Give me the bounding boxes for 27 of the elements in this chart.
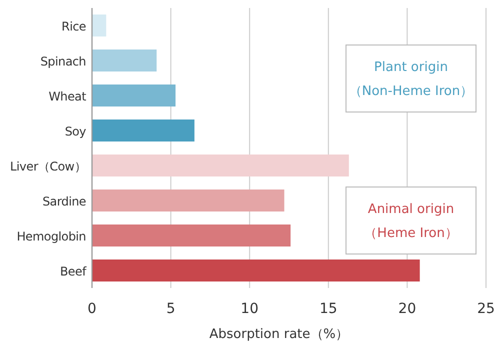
y-tick-label: Liver（Cow） <box>10 160 86 174</box>
bar <box>92 120 194 142</box>
x-tick-label: 10 <box>240 301 259 317</box>
bar <box>92 224 291 246</box>
y-tick-label: Hemoglobin <box>16 230 86 244</box>
annotation: Animal origin <box>368 202 454 217</box>
y-tick-label: Sardine <box>42 194 86 208</box>
y-tick-label: Rice <box>62 20 86 34</box>
x-tick-label: 5 <box>166 301 176 317</box>
bar <box>92 14 106 36</box>
y-tick-label: Wheat <box>48 90 87 104</box>
x-tick-label: 15 <box>319 301 338 317</box>
x-tick-label: 0 <box>88 301 96 317</box>
x-tick-label: 20 <box>398 301 416 317</box>
bar <box>92 260 420 282</box>
bar <box>92 84 176 106</box>
y-tick-label: Beef <box>60 264 88 278</box>
annotation: （Heme Iron） <box>364 226 458 241</box>
x-axis-title: Absorption rate（%） <box>209 327 349 342</box>
annotation: （Non-Heme Iron） <box>348 84 474 99</box>
y-tick-label: Spinach <box>40 54 86 68</box>
annotation: Plant origin <box>374 60 448 75</box>
bar <box>92 154 349 176</box>
x-tick-label: 25 <box>477 301 495 317</box>
y-tick-label: Soy <box>64 124 86 138</box>
bar <box>92 50 157 72</box>
bar <box>92 190 284 212</box>
